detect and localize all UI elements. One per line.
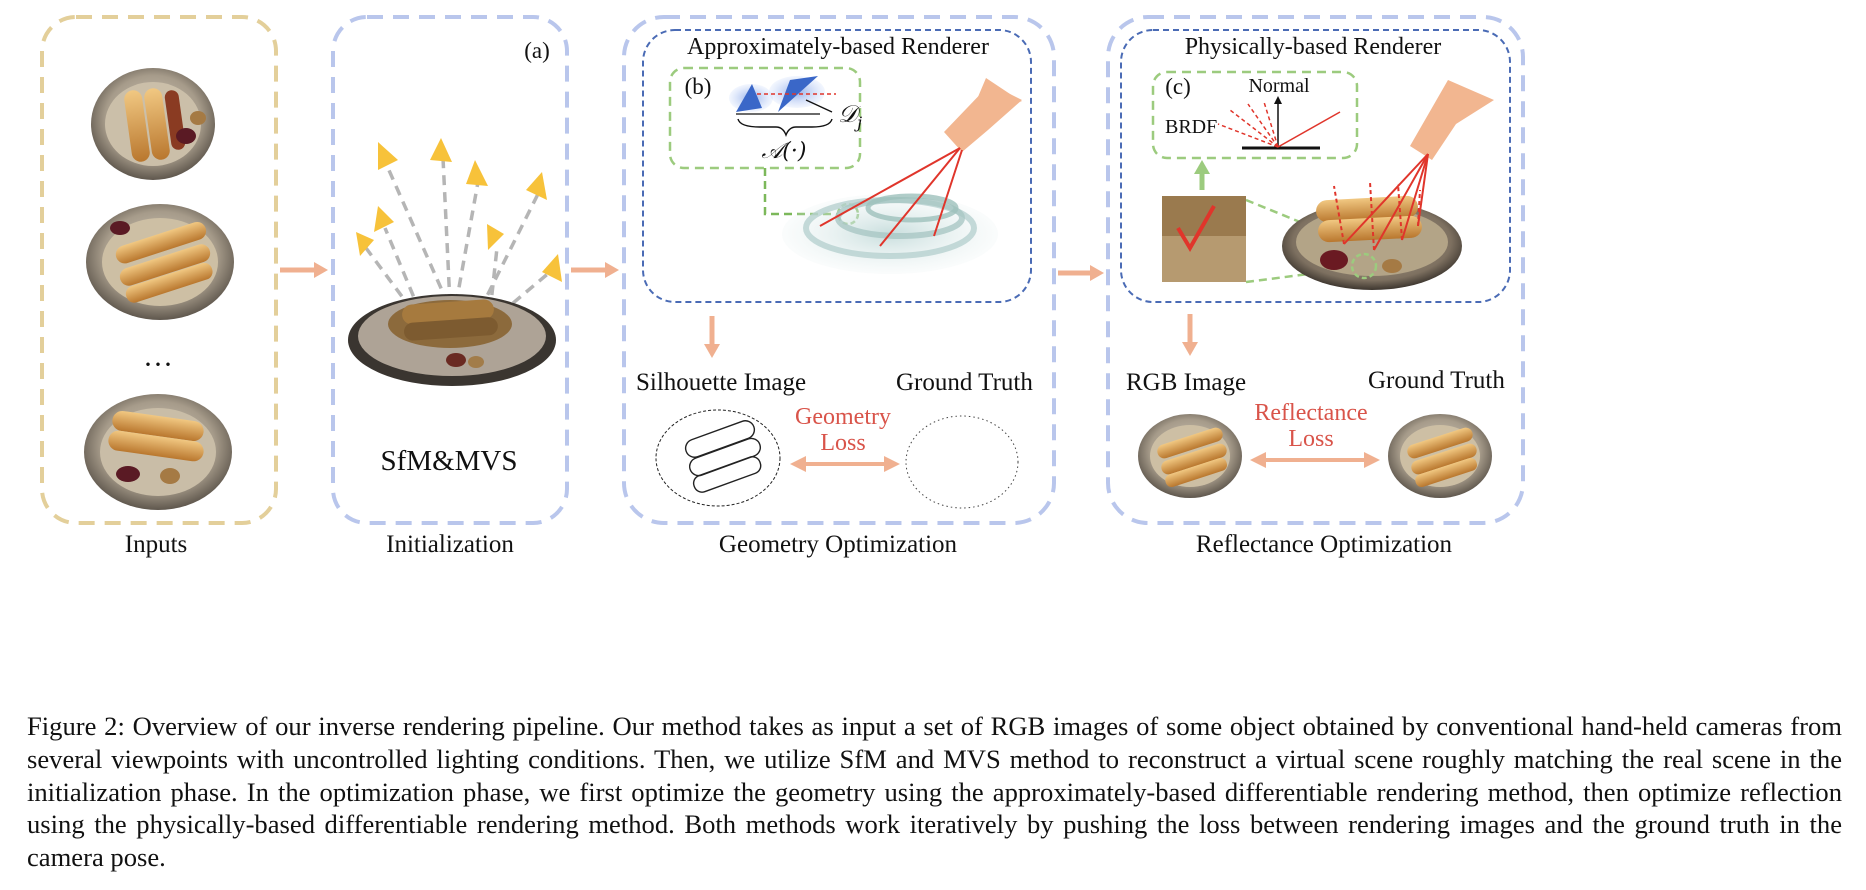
stage-label-inputs: Inputs — [125, 531, 188, 558]
physical-renderer-title: Physically-based Renderer — [1185, 34, 1442, 60]
reflectance-loss-line1: Reflectance — [1254, 400, 1367, 426]
depth-symbol: 𝒟j — [838, 100, 862, 132]
geometry-loss-line2: Loss — [820, 430, 865, 456]
brdf-diagram — [1217, 96, 1341, 150]
reflectance-camera — [1410, 80, 1494, 160]
stage-label-reflectance: Reflectance Optimization — [1196, 531, 1453, 558]
input-image-1 — [91, 68, 215, 180]
geometry-optimization-box — [622, 15, 1056, 525]
input-image-3 — [84, 394, 232, 510]
silhouette-label: Silhouette Image — [636, 369, 806, 396]
aggregation-operator: 𝒜(·) — [762, 139, 807, 164]
detail-box-c — [1151, 70, 1359, 160]
geometry-ground-truth-image — [905, 415, 1019, 509]
inputs-box — [40, 15, 278, 525]
detail-box-b — [668, 66, 862, 170]
approximate-renderer-box — [642, 29, 1032, 303]
reflectance-render — [1282, 195, 1462, 290]
pipeline-diagram: ··· (a) SfM&MVS A — [40, 15, 1525, 558]
reflectance-ground-truth-image — [1388, 414, 1492, 498]
reflectance-optimization-box — [1106, 15, 1525, 525]
init-camera-rays — [364, 157, 552, 316]
geometry-rays — [819, 147, 963, 247]
sparse-point-cloud — [348, 294, 556, 386]
input-image-2 — [86, 204, 234, 320]
reflectance-loss-line2: Loss — [1288, 426, 1333, 452]
approximate-renderer-title: Approximately-based Renderer — [687, 34, 989, 60]
pipeline-figure: ··· (a) SfM&MVS A — [40, 15, 1525, 558]
init-method-label: SfM&MVS — [381, 445, 518, 477]
reflectance-loss-arrow — [1250, 452, 1380, 468]
zoom-patch — [1162, 196, 1246, 282]
initialization-box — [331, 15, 569, 525]
stage-label-initialization: Initialization — [386, 531, 514, 558]
flow-arrows — [280, 262, 1198, 358]
rgb-image — [1138, 414, 1242, 498]
stage-label-geometry: Geometry Optimization — [719, 531, 958, 558]
geometry-loss-arrow — [790, 456, 900, 472]
geometry-ground-truth-label: Ground Truth — [896, 369, 1033, 396]
reflectance-ground-truth-label: Ground Truth — [1368, 367, 1505, 394]
geometry-panel-letter: (b) — [685, 74, 712, 99]
inputs-ellipsis: ··· — [143, 348, 173, 381]
normal-label: Normal — [1248, 75, 1310, 97]
rgb-image-label: RGB Image — [1126, 369, 1246, 396]
brdf-label: BRDF — [1165, 116, 1217, 138]
reflectance-panel-letter: (c) — [1165, 74, 1191, 99]
triangle-glyphs — [729, 76, 836, 137]
depth-symbol-subscript: j — [854, 113, 862, 132]
init-cameras — [356, 138, 562, 282]
silhouette-image — [655, 409, 781, 507]
geometry-camera-body — [944, 84, 1022, 152]
figure-caption: Figure 2: Overview of our inverse render… — [27, 711, 1842, 873]
reflectance-rays — [1333, 153, 1429, 251]
physical-renderer-box — [1120, 29, 1511, 303]
geometry-loss-line1: Geometry — [795, 404, 891, 430]
init-panel-letter: (a) — [524, 38, 550, 63]
